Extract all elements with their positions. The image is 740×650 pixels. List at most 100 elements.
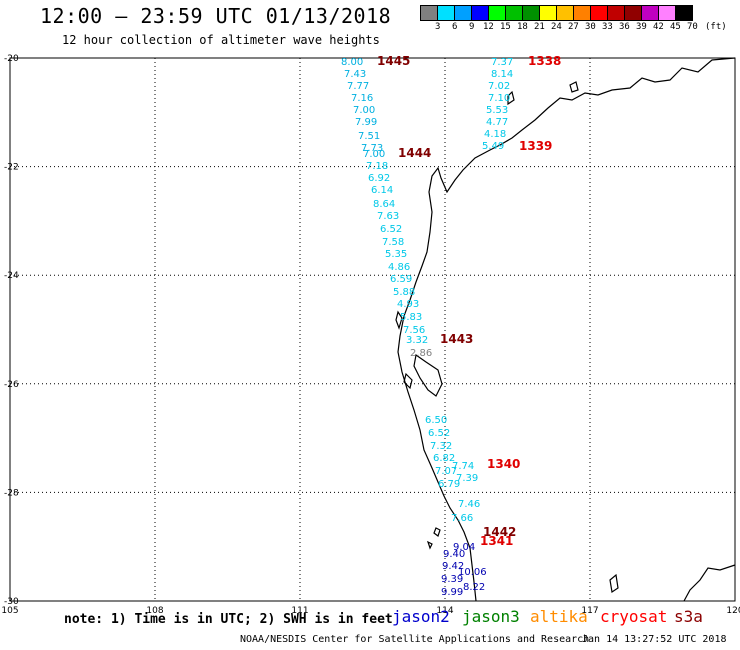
map-frame xyxy=(9,57,736,602)
legend-label: 39 xyxy=(636,22,647,32)
wave-height-value: 7.73 xyxy=(361,143,383,154)
legend-label: 42 xyxy=(653,22,664,32)
wave-height-value: 7.63 xyxy=(377,211,399,222)
timestamp-text: Jan 14 13:27:52 UTC 2018 xyxy=(582,634,727,645)
track-pass-1444: 1444 7.186.926.14 8.647.63 6.52 7.585.35 4.86… xyxy=(366,146,432,359)
wave-height-value: 5.35 xyxy=(385,249,407,260)
wave-height-value: 7.00 xyxy=(353,105,375,116)
wave-height-value: 5.49 xyxy=(482,141,504,152)
wave-height-value: 7.00 xyxy=(363,149,385,160)
lat-label: -30 xyxy=(4,597,19,607)
lat-label: -24 xyxy=(4,271,19,281)
wave-height-value: 7.37 xyxy=(491,57,513,68)
track-pass-1340: 1340 7.747.39 7.46 7.66 xyxy=(451,457,520,524)
wave-height-value: 7.51 xyxy=(358,131,380,142)
satellite-cryosat: cryosat xyxy=(600,607,668,626)
pass-number-label: 1442 xyxy=(483,525,516,539)
map-graticule xyxy=(10,58,735,601)
lon-label: 105 xyxy=(1,606,18,616)
wave-height-value: 7.16 xyxy=(351,93,373,104)
lat-label: -26 xyxy=(4,380,19,390)
wave-height-value: 6.59 xyxy=(390,274,412,285)
wave-height-value: 7.10 xyxy=(488,93,510,104)
wave-height-value: 7.77 xyxy=(347,81,369,92)
wave-height-value: 10.06 xyxy=(458,567,487,578)
pass-number-label: 1339 xyxy=(519,139,552,153)
wave-height-value: 7.32 xyxy=(430,441,452,452)
wave-height-value: 7.02 xyxy=(488,81,510,92)
track-pass-1443: 1443 6.50 6.52 7.326.82 7.07 6.79 xyxy=(425,332,473,490)
satellite-altika: altika xyxy=(530,607,588,626)
track-pass-1338: 1338 7.378.147.027.105.534.774.185.49 xyxy=(482,54,561,152)
satellite-s3a: s3a xyxy=(674,607,703,626)
pass-number-label: 1443 xyxy=(440,332,473,346)
lat-label: -20 xyxy=(4,54,19,64)
legend-label: 30 xyxy=(585,22,596,32)
wave-height-value: 4.77 xyxy=(486,117,508,128)
wave-height-value: 7.18 xyxy=(366,161,388,172)
coastline xyxy=(395,57,736,602)
wave-height-value: 6.92 xyxy=(368,173,390,184)
wave-height-value: 7.39 xyxy=(456,473,478,484)
wave-height-value: 6.79 xyxy=(438,479,460,490)
legend-labels: 3 6 9 12 15 18 21 24 27 30 33 36 39 42 4… xyxy=(421,22,740,34)
wave-height-value: 9.99 xyxy=(441,587,463,598)
wave-height-value: 7.66 xyxy=(451,513,473,524)
page-subtitle: 12 hour collection of altimeter wave hei… xyxy=(62,33,380,47)
wave-height-value: 7.07 xyxy=(435,466,457,477)
satellite-jason3: jason3 xyxy=(462,607,520,626)
legend-label: 15 xyxy=(500,22,511,32)
wave-height-value: 7.58 xyxy=(382,237,404,248)
lat-label: -28 xyxy=(4,488,19,498)
track-pass-1341: 1341 10.06 8.22 xyxy=(458,534,513,593)
wave-height-value: 3.32 xyxy=(406,335,428,346)
legend-label: 21 xyxy=(534,22,545,32)
wave-height-value: 4.93 xyxy=(397,299,419,310)
wave-height-value: 7.74 xyxy=(452,461,474,472)
legend-label: 6 xyxy=(452,22,458,32)
pass-number-label: 1340 xyxy=(487,457,520,471)
legend-label: 24 xyxy=(551,22,562,32)
wave-height-value: 6.82 xyxy=(433,453,455,464)
lon-label: 120 xyxy=(726,606,740,616)
wave-height-value: 8.14 xyxy=(491,69,513,80)
wave-height-value: 9.42 xyxy=(442,561,464,572)
wave-height-value: 8.00 xyxy=(341,57,363,68)
lon-label: 111 xyxy=(291,606,308,616)
map-axis-labels: 105 108 111 114 117 120 -20 -22 -24 -26 -28 -30 xyxy=(1,54,740,616)
wave-height-value: 8.22 xyxy=(463,582,485,593)
wave-height-value: 9.40 xyxy=(443,549,465,560)
track-pass-1339: 1339 xyxy=(519,139,552,153)
legend-label: (ft) xyxy=(705,22,727,32)
legend-label: 27 xyxy=(568,22,579,32)
wave-height-value: 4.18 xyxy=(484,129,506,140)
wave-height-value: 5.83 xyxy=(400,312,422,323)
credit-text: NOAA/NESDIS Center for Satellite Applica… xyxy=(240,634,590,645)
wave-height-value: 5.88 xyxy=(393,287,415,298)
legend-label: 36 xyxy=(619,22,630,32)
legend-label: 70 xyxy=(687,22,698,32)
pass-number-label: 1444 xyxy=(398,146,431,160)
wave-height-value: 6.50 xyxy=(425,415,447,426)
legend-label: 45 xyxy=(670,22,681,32)
legend-label: 12 xyxy=(483,22,494,32)
wave-height-value: 7.46 xyxy=(458,499,480,510)
lon-label: 117 xyxy=(581,606,598,616)
lat-label: -22 xyxy=(4,163,19,173)
pass-number-label: 1338 xyxy=(528,54,561,68)
wave-height-value: 9.04 xyxy=(453,542,475,553)
wave-height-legend xyxy=(420,5,693,21)
wave-height-value: 8.64 xyxy=(373,199,395,210)
wave-height-value: 2.86 xyxy=(410,348,432,359)
legend-label: 9 xyxy=(469,22,475,32)
footer-note: note: 1) Time is in UTC; 2) SWH is in fe… xyxy=(64,612,393,627)
altimeter-tracks: 14458.007.437.777.167.007.997.517.737.00… xyxy=(341,54,561,598)
satellite-jason2: jason2 xyxy=(392,607,450,626)
wave-height-value: 7.56 xyxy=(403,325,425,336)
wave-height-value: 6.14 xyxy=(371,185,393,196)
legend-label: 33 xyxy=(602,22,613,32)
track-pass-1442: 1442 9.049.409.42 9.39 9.99 xyxy=(441,525,516,598)
legend-swatch xyxy=(675,5,693,21)
